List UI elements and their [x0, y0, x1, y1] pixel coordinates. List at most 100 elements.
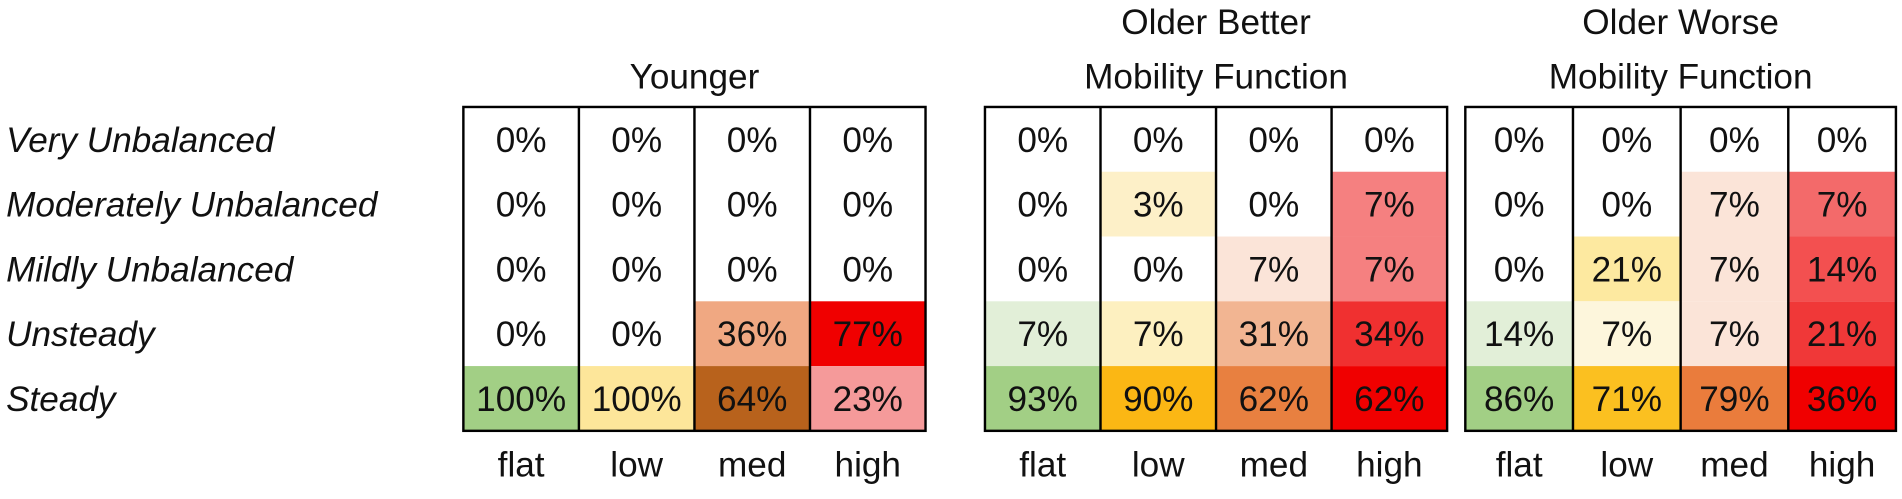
- cell-label: 0%: [727, 186, 778, 225]
- row-label: Steady: [6, 380, 118, 419]
- heat-cell: [984, 301, 1101, 367]
- heat-cell: [694, 366, 810, 431]
- panel-border: [983, 105, 1449, 433]
- heat-cell: [809, 236, 926, 302]
- heat-cell: [1572, 301, 1681, 367]
- cell-label: 7%: [1709, 315, 1760, 354]
- x-tick-label: high: [1809, 446, 1875, 485]
- cell-label: 34%: [1354, 315, 1424, 354]
- cell-label: 7%: [1709, 186, 1760, 225]
- heat-cell: [1331, 366, 1448, 431]
- cell-label: 0%: [1248, 186, 1299, 225]
- cell-label: 7%: [1248, 250, 1299, 289]
- cell-label: 21%: [1592, 250, 1662, 289]
- heat-cell: [694, 106, 810, 172]
- cell-label: 36%: [1807, 380, 1877, 419]
- panel-title: Older Worse: [1582, 3, 1779, 42]
- heat-cell: [1572, 171, 1681, 237]
- row-label: Unsteady: [6, 315, 157, 354]
- heat-cell: [578, 171, 695, 237]
- cell-label: 7%: [1133, 315, 1184, 354]
- cell-label: 62%: [1354, 380, 1424, 419]
- cell-label: 0%: [611, 186, 662, 225]
- heat-cell: [1572, 366, 1681, 431]
- cell-label: 0%: [842, 186, 893, 225]
- panel-title: Mobility Function: [1549, 57, 1813, 96]
- heat-cell: [809, 366, 926, 431]
- heat-cell: [1100, 171, 1217, 237]
- cell-label: 0%: [1494, 186, 1545, 225]
- cell-label: 100%: [476, 380, 566, 419]
- x-tick-label: low: [1600, 446, 1653, 485]
- cell-label: 0%: [727, 250, 778, 289]
- heat-cell: [984, 366, 1101, 431]
- heat-cell: [1100, 301, 1217, 367]
- x-tick-label: low: [610, 446, 663, 485]
- heat-cell: [1680, 366, 1789, 431]
- heat-cell: [1465, 171, 1573, 237]
- cell-label: 0%: [727, 121, 778, 160]
- heat-cell: [578, 301, 695, 367]
- cell-label: 0%: [1017, 250, 1068, 289]
- cell-label: 0%: [842, 250, 893, 289]
- cell-label: 0%: [1494, 121, 1545, 160]
- heat-cell: [809, 171, 926, 237]
- heat-cell: [1331, 301, 1448, 367]
- row-label: Mildly Unbalanced: [6, 250, 295, 289]
- heat-cell: [1680, 301, 1789, 367]
- heat-cell: [1331, 106, 1448, 172]
- cell-label: 0%: [842, 121, 893, 160]
- cell-label: 100%: [592, 380, 682, 419]
- cell-label: 64%: [717, 380, 787, 419]
- x-tick-label: high: [835, 446, 901, 485]
- cell-label: 77%: [833, 315, 903, 354]
- heat-cell: [578, 366, 695, 431]
- cell-label: 7%: [1017, 315, 1068, 354]
- heat-cell: [463, 236, 579, 302]
- heat-cell: [984, 236, 1101, 302]
- heat-cell: [1572, 106, 1681, 172]
- cell-label: 14%: [1807, 250, 1877, 289]
- heat-cell: [1680, 236, 1789, 302]
- cell-label: 7%: [1364, 250, 1415, 289]
- heat-cell: [984, 171, 1101, 237]
- cell-label: 90%: [1123, 380, 1193, 419]
- x-tick-label: med: [718, 446, 786, 485]
- heat-cell: [1100, 106, 1217, 172]
- heat-cell: [694, 171, 810, 237]
- heat-cell: [694, 236, 810, 302]
- cell-label: 0%: [611, 250, 662, 289]
- cell-label: 0%: [496, 121, 547, 160]
- x-tick-label: med: [1700, 446, 1768, 485]
- heat-cell: [1216, 171, 1332, 237]
- heat-cell: [1216, 106, 1332, 172]
- x-tick-label: low: [1132, 446, 1185, 485]
- heat-cell: [809, 106, 926, 172]
- heat-cell: [1216, 236, 1332, 302]
- heat-cell: [1100, 366, 1217, 431]
- row-label: Very Unbalanced: [6, 121, 276, 160]
- cell-label: 3%: [1133, 186, 1184, 225]
- heat-cell: [1465, 236, 1573, 302]
- heat-cell: [1680, 171, 1789, 237]
- cell-label: 21%: [1807, 315, 1877, 354]
- heat-cell: [463, 106, 579, 172]
- cell-label: 0%: [496, 250, 547, 289]
- cell-label: 0%: [1601, 121, 1652, 160]
- x-tick-label: flat: [1019, 446, 1066, 485]
- heat-cell: [1465, 301, 1573, 367]
- heat-cell: [1331, 171, 1448, 237]
- cell-label: 36%: [717, 315, 787, 354]
- heat-cell: [1216, 301, 1332, 367]
- cell-label: 93%: [1008, 380, 1078, 419]
- heat-cell: [1100, 236, 1217, 302]
- cell-label: 0%: [1817, 121, 1868, 160]
- cell-label: 7%: [1817, 186, 1868, 225]
- cell-label: 79%: [1699, 380, 1769, 419]
- cell-label: 0%: [1133, 121, 1184, 160]
- cell-label: 62%: [1239, 380, 1309, 419]
- heat-cell: [1465, 106, 1573, 172]
- cell-label: 0%: [1017, 121, 1068, 160]
- panel-title: Younger: [630, 57, 760, 96]
